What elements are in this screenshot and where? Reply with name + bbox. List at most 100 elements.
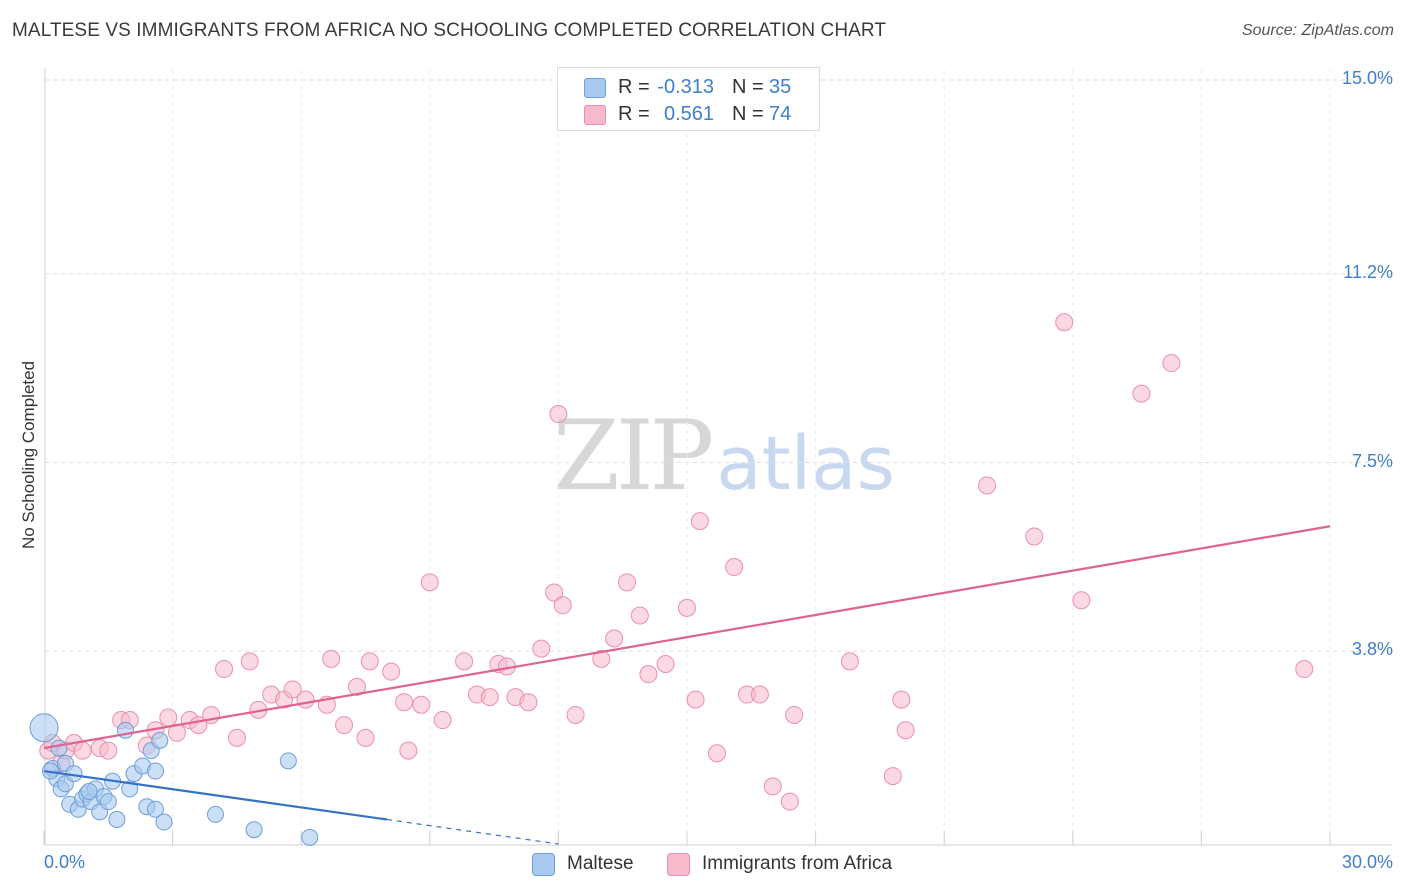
maltese-swatch [584,78,606,98]
chart-title: MALTESE VS IMMIGRANTS FROM AFRICA NO SCH… [12,20,887,41]
africa-point [335,716,354,735]
africa-point [545,583,564,602]
africa-point [420,573,439,592]
r-value: 0.561 [658,102,714,125]
legend-row-africa: R = 0.561 N = 74 [558,100,819,128]
maltese-point [151,731,169,749]
africa-point [785,705,804,724]
legend-item-africa[interactable]: Immigrants from Africa [667,851,892,877]
africa-point [283,680,302,699]
maltese-trend-extension [386,818,559,845]
africa-point [356,728,375,747]
x-tick-label: 0.0% [44,852,86,872]
africa-point [708,744,727,763]
trend-lines [43,525,1331,845]
africa-trend-line [43,525,1331,750]
maltese-legend-swatch [532,852,555,876]
africa-point [690,512,709,531]
maltese-point [50,739,68,757]
africa-point [215,660,234,679]
maltese-point [99,793,117,811]
y-tick-label: 7.5% [1351,450,1393,471]
africa-point [433,711,452,730]
africa-point [399,741,418,760]
africa-point [1072,591,1091,610]
africa-points-group [39,313,1314,811]
africa-point [617,573,636,592]
legend-item-maltese[interactable]: Maltese [532,851,634,877]
africa-point [896,721,915,740]
africa-point [296,690,315,709]
maltese-point [146,800,164,818]
africa-point [1025,527,1044,546]
africa-point [630,606,649,625]
africa-point [592,649,611,668]
africa-point [750,685,769,704]
maltese-points-group [29,713,319,846]
y-tick-label: 3.8% [1351,639,1393,660]
africa-point [382,662,401,681]
africa-point [1295,660,1314,679]
africa-point [360,652,379,671]
africa-point [566,705,585,724]
legend-label-africa: Immigrants from Africa [702,853,893,874]
africa-point [519,693,538,712]
maltese-point [301,828,319,846]
africa-point [1162,354,1181,373]
africa-point [553,596,572,615]
africa-swatch [584,105,606,125]
africa-point [99,741,118,760]
y-tick-label: 15.0% [1341,68,1393,88]
maltese-point [146,762,164,780]
maltese-point [245,821,263,839]
n-value: 35 [769,75,792,98]
africa-point [678,598,696,617]
africa-point [480,688,499,707]
watermark-atlas: atlas [716,421,896,507]
maltese-point [279,752,297,770]
maltese-point [80,782,98,800]
africa-point [322,649,341,668]
africa-point [347,677,366,696]
africa-legend-swatch [667,852,690,876]
africa-point [412,695,431,714]
axes [43,68,1392,846]
maltese-trend-line [43,769,388,821]
africa-point [532,639,551,658]
watermark: ZIPatlas [553,400,895,512]
legend-label-maltese: Maltese [567,853,634,874]
source-label: Source: ZipAtlas.com [1241,22,1394,39]
africa-point [240,652,259,671]
africa-point [395,693,414,712]
n-label: N = [732,102,764,125]
africa-point [686,690,705,709]
africa-point [780,792,799,811]
maltese-point [155,813,173,831]
africa-point [605,629,624,648]
africa-point [656,654,675,673]
africa-point [978,476,997,495]
africa-point [725,558,744,577]
africa-point [840,652,859,671]
maltese-point [206,805,224,823]
correlation-legend: R = -0.313 N = 35 R = 0.561 N = 74 [557,67,820,131]
africa-point [159,708,178,727]
r-label: R = [618,102,650,125]
africa-point [1132,384,1151,403]
grid-lines [45,70,1392,845]
n-value: 74 [769,102,792,125]
africa-point [227,728,246,747]
africa-point [549,405,568,424]
y-tick-label: 11.2% [1343,261,1393,282]
x-tick-label: 30.0% [1341,852,1393,872]
africa-point [763,777,782,796]
africa-point [892,690,911,709]
maltese-point [29,713,59,743]
legend-row-maltese: R = -0.313 N = 35 [558,73,819,101]
africa-point [883,767,902,786]
r-value: -0.313 [657,75,714,98]
r-label: R = [618,75,650,98]
maltese-point [108,811,126,828]
africa-point [1055,313,1074,332]
